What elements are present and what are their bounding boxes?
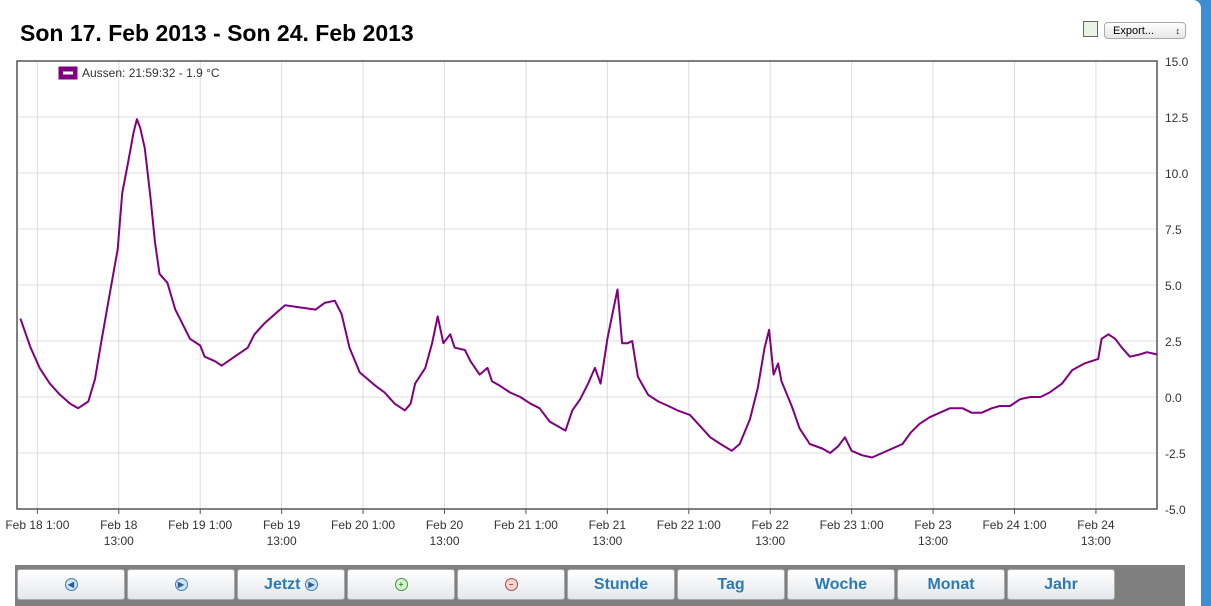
y-tick-label: 2.5 xyxy=(1165,335,1182,349)
y-tick-label: 5.0 xyxy=(1165,279,1182,293)
page-title: Son 17. Feb 2013 - Son 24. Feb 2013 xyxy=(20,20,414,46)
zoom-in-button[interactable]: + xyxy=(347,569,455,600)
export-icon[interactable] xyxy=(1083,21,1098,37)
zoom-out-button[interactable]: – xyxy=(457,569,565,600)
day-button[interactable]: Tag xyxy=(677,569,785,600)
y-tick-label: 15.0 xyxy=(1165,55,1189,69)
x-tick-label: Feb 18 1:00 xyxy=(5,518,70,532)
year-button[interactable]: Jahr xyxy=(1007,569,1115,600)
x-tick-label: Feb 21 13:00 xyxy=(588,518,627,548)
back-button[interactable]: ◀ xyxy=(17,569,125,600)
x-tick-label: Feb 22 13:00 xyxy=(751,518,789,548)
export-select[interactable]: Export... xyxy=(1104,22,1186,40)
week-button[interactable]: Woche xyxy=(787,569,895,600)
legend-swatch-mark xyxy=(63,71,73,75)
x-tick-label: Feb 22 1:00 xyxy=(656,518,721,532)
x-tick-label: Feb 21 1:00 xyxy=(493,518,558,532)
x-tick-label: Feb 19 1:00 xyxy=(168,518,233,532)
toolbar: ◀ ▶ Jetzt ▶ + – Stunde Tag Woche Monat J… xyxy=(15,565,1185,606)
x-tick-label: Feb 24 1:00 xyxy=(982,518,1047,532)
y-tick-label: 10.0 xyxy=(1165,167,1189,181)
y-tick-label: -2.5 xyxy=(1165,447,1186,461)
x-tick-label: Feb 23 1:00 xyxy=(819,518,884,532)
x-tick-label: Feb 18 13:00 xyxy=(100,518,138,548)
legend-label: Aussen: 21:59:32 - 1.9 °C xyxy=(82,66,220,80)
x-tick-label: Feb 20 1:00 xyxy=(331,518,396,532)
now-button[interactable]: Jetzt ▶ xyxy=(237,569,345,600)
y-tick-label: 12.5 xyxy=(1165,111,1189,125)
button-label: Jetzt xyxy=(264,576,301,593)
x-tick-label: Feb 24 13:00 xyxy=(1077,518,1115,548)
hour-button[interactable]: Stunde xyxy=(567,569,675,600)
plot-frame xyxy=(16,60,1158,510)
y-tick-label: 7.5 xyxy=(1165,223,1182,237)
x-tick-label: Feb 20 13:00 xyxy=(425,518,464,548)
forward-button[interactable]: ▶ xyxy=(127,569,235,600)
x-tick-label: Feb 19 13:00 xyxy=(262,518,301,548)
month-button[interactable]: Monat xyxy=(897,569,1005,600)
series-line xyxy=(19,118,1158,459)
y-tick-label: -5.0 xyxy=(1165,503,1186,517)
y-tick-label: 0.0 xyxy=(1165,391,1182,405)
x-tick-label: Feb 23 13:00 xyxy=(914,518,952,548)
